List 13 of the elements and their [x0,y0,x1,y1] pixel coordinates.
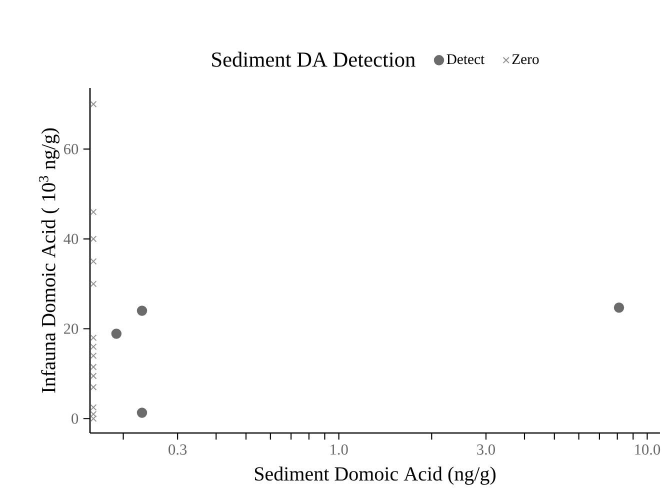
y-tick-label: 0 [72,413,78,424]
y-tick-label: 20 [64,324,78,334]
x-tick-label: 0.3 [168,444,187,455]
y-tick-label: 40 [64,234,78,244]
legend-label: Detect [446,54,485,64]
x-tick-label: 3.0 [477,444,495,455]
x-tick-label: 1.0 [330,444,348,455]
y-tick-label: 60 [64,144,78,154]
y-axis-title: Infauna Domoic Acid ( 10$^{3}$ ng/g) [38,128,60,393]
legend-label: Zero [512,54,539,64]
x-axis-title: Sediment Domoic Acid (ng/g) [254,466,496,485]
legend-title: Sediment DA Detection [212,52,416,67]
x-tick-label: 10.0 [635,444,660,455]
